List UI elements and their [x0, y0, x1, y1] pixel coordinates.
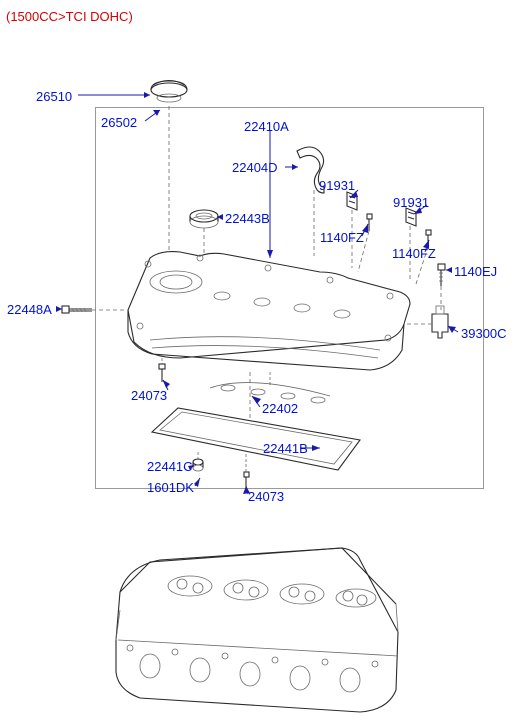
label-24073-a[interactable]: 24073	[131, 388, 167, 403]
label-91931-a[interactable]: 91931	[319, 178, 355, 193]
label-1140FZ-b[interactable]: 1140FZ	[392, 246, 436, 261]
label-1601DK[interactable]: 1601DK	[147, 480, 194, 495]
diagram-canvas: (1500CC>TCI DOHC) 26510 26502 22410A 224…	[0, 0, 532, 727]
label-26502[interactable]: 26502	[101, 115, 137, 130]
label-1140EJ[interactable]: 1140EJ	[454, 264, 497, 279]
diagram-title: (1500CC>TCI DOHC)	[6, 9, 133, 24]
label-22441C[interactable]: 22441C	[147, 459, 193, 474]
main-frame	[95, 107, 484, 489]
label-26510[interactable]: 26510	[36, 89, 72, 104]
label-22448A[interactable]: 22448A	[7, 302, 52, 317]
label-1140FZ-a[interactable]: 1140FZ	[320, 230, 364, 245]
cylinder-head	[116, 548, 398, 712]
label-22404D[interactable]: 22404D	[232, 160, 278, 175]
label-22441B[interactable]: 22441B	[263, 441, 308, 456]
label-22410A[interactable]: 22410A	[244, 119, 289, 134]
label-22402[interactable]: 22402	[262, 401, 298, 416]
label-24073-b[interactable]: 24073	[248, 489, 284, 504]
label-91931-b[interactable]: 91931	[393, 195, 429, 210]
label-22443B[interactable]: 22443B	[225, 211, 270, 226]
label-39300C[interactable]: 39300C	[461, 326, 507, 341]
